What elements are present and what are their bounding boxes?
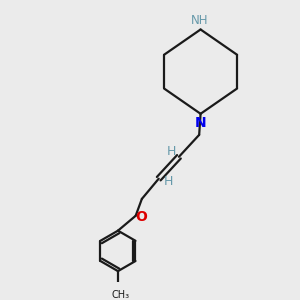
Text: O: O bbox=[135, 210, 147, 224]
Text: N: N bbox=[195, 116, 206, 130]
Text: H: H bbox=[167, 145, 177, 158]
Text: NH: NH bbox=[190, 14, 208, 27]
Text: H: H bbox=[164, 175, 173, 188]
Text: CH₃: CH₃ bbox=[112, 290, 130, 300]
